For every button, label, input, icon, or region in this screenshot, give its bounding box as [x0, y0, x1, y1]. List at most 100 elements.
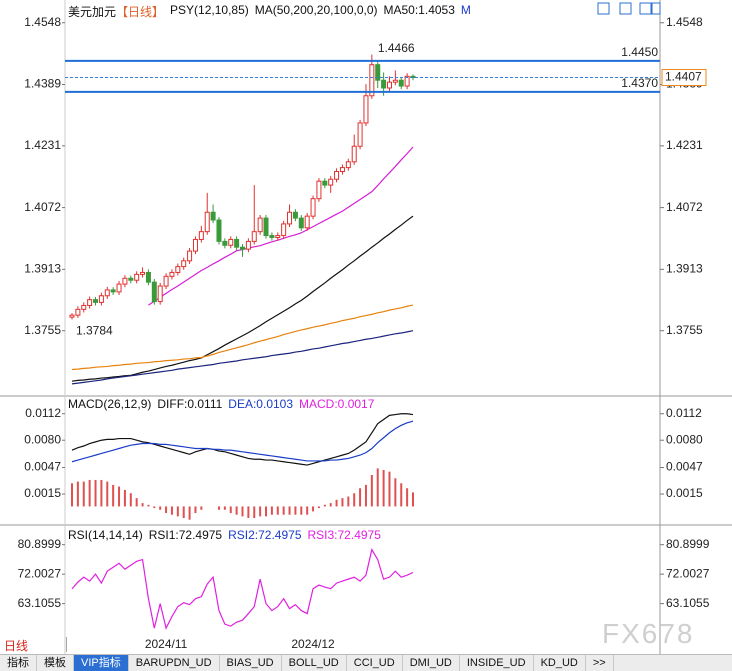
macd-bar [359, 488, 362, 507]
last-price-label: 1.4407 [665, 70, 702, 84]
rsi-header: RSI(14,14,14) RSI1:72.4975 RSI2:72.4975 … [68, 528, 381, 542]
macd-bar [200, 506, 203, 510]
macd-bar [235, 506, 238, 515]
period-tab[interactable]: 日线 [0, 637, 67, 653]
y-tick-label-left: 1.4072 [24, 200, 61, 214]
macd-bar [353, 493, 356, 507]
price-level-label: 1.4450 [621, 45, 658, 59]
candle-body [357, 122, 363, 147]
legend: RSI1:72.4975 [148, 528, 223, 542]
macd-bar [394, 478, 397, 507]
indicator[interactable]: MA(50,200,20,100,0,0) [254, 3, 378, 17]
tab[interactable]: DMI_UD [403, 655, 460, 671]
period[interactable]: 【日线】 [116, 5, 165, 19]
macd-bar [312, 506, 315, 512]
candle-body [251, 231, 257, 242]
y-tick-label-right: 80.8999 [666, 537, 710, 551]
candle-body [334, 170, 340, 180]
candle-body [386, 81, 392, 89]
tab[interactable]: 指标 [0, 655, 37, 671]
rsi-line [71, 548, 414, 630]
candle-body [81, 304, 87, 310]
macd-bar [159, 506, 162, 510]
candle-body [234, 238, 240, 248]
y-tick-label-right: 0.0112 [666, 406, 702, 420]
icon[interactable] [597, 2, 610, 15]
x-tick-label: 2024/12 [291, 637, 335, 651]
macd-bar [288, 506, 291, 515]
candle-body [369, 64, 375, 97]
candle-body [181, 260, 187, 268]
legend: RSI2:72.4975 [228, 528, 302, 542]
y-tick-label-left: 80.8999 [18, 537, 62, 551]
candle-body [351, 145, 357, 163]
macd-bar [170, 506, 173, 515]
y-tick-label-right: 1.3755 [666, 323, 703, 337]
candle-body [140, 271, 146, 275]
legend: DEA:0.0103 [228, 397, 294, 411]
candle-body [269, 235, 275, 239]
macd-bar [141, 503, 144, 507]
y-tick-label-left: 0.0112 [25, 406, 61, 420]
macd-bar [106, 481, 109, 507]
ma-line [148, 146, 414, 306]
candle-body [157, 285, 163, 303]
candle-body [263, 217, 269, 237]
tab[interactable]: INSIDE_UD [460, 655, 534, 671]
icon[interactable] [651, 2, 661, 15]
tab[interactable]: BOLL_UD [282, 655, 347, 671]
tab[interactable]: VIP指标 [74, 655, 129, 671]
candle-body [163, 275, 169, 287]
y-tick-label-right: 0.0047 [666, 460, 703, 474]
y-tick-label-left: 1.4231 [24, 138, 61, 152]
macd-bar [370, 474, 373, 507]
candle-body [75, 308, 81, 316]
macd-bar [412, 492, 414, 507]
x-tick-label: 2024/11 [145, 637, 188, 651]
candle-body [151, 281, 157, 303]
tab[interactable]: 模板 [37, 655, 74, 671]
icon[interactable] [639, 2, 652, 15]
candle-body [392, 79, 398, 83]
watermark: FX678 [602, 618, 695, 649]
tab-bar: 指标 模板 VIP指标 BARUPDN_UD BIAS_UD BOLL_UD CCI_UD D… [0, 654, 732, 671]
y-tick-label-left: 1.4389 [24, 77, 61, 91]
price-level-label-bg [620, 77, 658, 90]
tab[interactable]: >> [586, 655, 614, 671]
y-tick-label-left: 72.0027 [18, 566, 62, 580]
candle-body [128, 277, 134, 281]
macd-line [71, 413, 414, 466]
tab[interactable]: BARUPDN_UD [129, 655, 220, 671]
candle-body [134, 273, 140, 281]
macd-bar [341, 498, 344, 507]
candle-body [169, 271, 175, 277]
y-tick-label-right: 0.0015 [666, 486, 703, 500]
icon[interactable] [619, 2, 632, 15]
price-level-label: 1.4370 [621, 76, 658, 90]
macd-bar [259, 506, 262, 517]
macd-bar [241, 506, 244, 517]
indicator: MA50:1.4053 [383, 3, 455, 17]
candle-body [175, 266, 181, 273]
candle-body [204, 211, 210, 233]
high-label: 1.4466 [378, 41, 415, 55]
candle-body [381, 79, 387, 89]
candle-body [192, 238, 198, 252]
tab[interactable]: CCI_UD [347, 655, 403, 671]
candle-body [198, 231, 204, 240]
macd-bar [223, 506, 226, 510]
indicator[interactable]: M [460, 3, 471, 17]
tab[interactable]: BIAS_UD [220, 655, 282, 671]
indicator[interactable]: PSY(12,10,85) [170, 3, 249, 17]
symbol: 美元加元 [68, 5, 117, 19]
macd-bar [112, 484, 115, 507]
candle-body [122, 277, 128, 285]
tab[interactable]: KD_UD [534, 655, 586, 671]
legend: MACD:0.0017 [299, 397, 375, 411]
candle-body [145, 271, 151, 283]
macd-line [71, 420, 414, 463]
toolbar-icons [597, 2, 661, 15]
macd-bar [176, 506, 179, 517]
candle-body [298, 217, 304, 229]
